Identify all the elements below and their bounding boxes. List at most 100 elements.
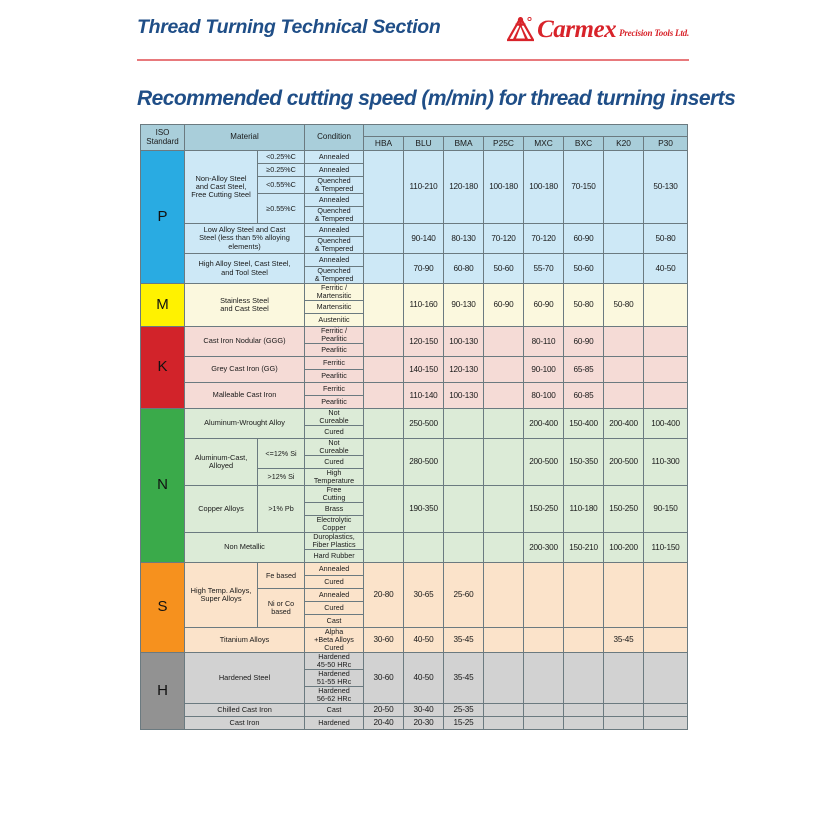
- material-name: Stainless Steel and Cast Steel: [183, 283, 306, 327]
- header-iso-standard: ISO Standard: [140, 124, 185, 151]
- speed-blu: 30-40: [403, 702, 445, 717]
- table-row: Hardened 51-55 HRc: [141, 668, 688, 687]
- header-grade-hba: HBA: [363, 136, 405, 151]
- speed-hba: [363, 382, 405, 409]
- speed-bxc: [563, 702, 605, 717]
- condition-value: Quenched & Tempered: [304, 176, 365, 194]
- condition-value: High Temperature: [304, 468, 365, 486]
- speed-k20: 100-200: [603, 532, 645, 563]
- speed-bma: [443, 408, 485, 439]
- speed-k20: [603, 702, 645, 717]
- speed-bxc: 70-150: [563, 150, 605, 224]
- condition-value: Hardened 56-62 HRc: [304, 685, 365, 704]
- speed-hba: [363, 283, 405, 327]
- condition-value: Annealed: [304, 150, 365, 164]
- table-row: Quenched & Tempered: [141, 266, 688, 284]
- condition-value: Annealed: [304, 562, 365, 576]
- speed-hba: 20-50: [363, 702, 405, 717]
- speed-bxc: 150-210: [563, 532, 605, 563]
- speed-hba: 20-40: [363, 715, 405, 730]
- table-row: <0.55%C Quenched & Tempered: [141, 176, 688, 194]
- table-row: N Aluminum-Wrought Alloy Not Cureable 250-50…: [140, 408, 689, 563]
- material-name: Titanium Alloys: [183, 627, 306, 653]
- speed-bma: 100-130: [443, 382, 485, 409]
- table-row: Grey Cast Iron (GG) Ferritic 140-150 120-13…: [141, 356, 689, 383]
- speed-bma: 15-25: [443, 715, 485, 730]
- speed-k20: 35-45: [603, 627, 645, 653]
- material-subtype: Fe based: [256, 562, 306, 589]
- speed-p30: 100-400: [643, 408, 689, 439]
- speed-blu: 40-50: [403, 651, 445, 704]
- speed-bxc: 110-180: [563, 485, 605, 533]
- speed-p30: [643, 283, 689, 327]
- material-name: Chilled Cast Iron: [183, 702, 306, 717]
- speed-bxc: [563, 651, 605, 704]
- speed-p25c: 50-60: [483, 253, 525, 284]
- table-row: Chilled Cast Iron Cast 20-50 30-40 25-35: [141, 702, 689, 717]
- material-name: Copper Alloys: [184, 485, 258, 533]
- speed-mxc: [523, 715, 565, 730]
- material-name: High Alloy Steel, Cast Steel, and Tool St…: [183, 253, 306, 284]
- speed-p25c: [483, 382, 525, 409]
- condition-value: Ferritic: [304, 382, 365, 396]
- speed-hba: 20-80: [363, 562, 405, 628]
- table-row: ≥0.55%C Annealed: [141, 193, 688, 224]
- speed-k20: 200-500: [603, 438, 645, 486]
- speed-k20: [603, 356, 645, 383]
- table-row: Low Alloy Steel and Cast Steel (less than…: [141, 223, 689, 254]
- speed-mxc: 150-250: [523, 485, 565, 533]
- table-row: High Alloy Steel, Cast Steel, and Tool St…: [141, 253, 689, 284]
- condition-value: Electrolytic Copper: [304, 515, 365, 533]
- material-name: Cast Iron Nodular (GGG): [183, 326, 306, 357]
- speed-bma: 80-130: [443, 223, 485, 254]
- condition-value: Cured: [304, 455, 365, 469]
- material-subtype: <0.25%C: [256, 150, 306, 164]
- speed-bxc: [563, 562, 605, 628]
- table-row: S High Temp. Alloys, Super Alloys Fe based A…: [140, 562, 689, 653]
- condition-value: Not Cureable: [304, 408, 365, 426]
- table-row: Malleable Cast Iron Ferritic 110-140 100-13…: [141, 382, 689, 409]
- speed-p30: 110-150: [643, 532, 689, 563]
- section-title: Recommended cutting speed (m/min) for th…: [137, 87, 736, 110]
- condition-value: Quenched & Tempered: [304, 236, 365, 254]
- table-row: Cured: [141, 425, 688, 439]
- condition-value: Cast: [304, 614, 365, 628]
- carmex-logo: Carmex Precision Tools Ltd.: [506, 15, 689, 42]
- speed-mxc: 200-500: [523, 438, 565, 486]
- speed-hba: [363, 223, 405, 254]
- speed-k20: 150-250: [603, 485, 645, 533]
- table-row: K Cast Iron Nodular (GGG) Ferritic / Pearli…: [140, 326, 689, 409]
- speed-mxc: [523, 562, 565, 628]
- page-header: Thread Turning Technical Section Carmex …: [137, 15, 689, 62]
- material-name: Non-Alloy Steel and Cast Steel, Free Cutti…: [184, 150, 258, 224]
- speed-blu: 90-140: [403, 223, 445, 254]
- speed-bxc: 50-60: [563, 253, 605, 284]
- page-title: Thread Turning Technical Section: [137, 16, 441, 38]
- speed-hba: [363, 150, 405, 224]
- material-name: Cast Iron: [183, 715, 306, 730]
- speed-hba: [363, 356, 405, 383]
- speed-mxc: 80-100: [523, 382, 565, 409]
- speed-blu: 30-65: [403, 562, 445, 628]
- material-name: Grey Cast Iron (GG): [183, 356, 306, 383]
- material-name: Malleable Cast Iron: [183, 382, 306, 409]
- speed-p25c: [483, 485, 525, 533]
- speed-p30: 90-150: [643, 485, 689, 533]
- speed-bma: 25-60: [443, 562, 485, 628]
- carmex-triangle-emblem-icon: [506, 15, 536, 42]
- speed-bxc: 60-90: [563, 223, 605, 254]
- speed-blu: 250-500: [403, 408, 445, 439]
- condition-value: Pearlitic: [304, 343, 365, 357]
- speed-bma: 60-80: [443, 253, 485, 284]
- speed-bxc: 60-90: [563, 326, 605, 357]
- material-name: Non Metallic: [183, 532, 306, 563]
- speed-bma: [443, 438, 485, 486]
- material-name: Aluminum-Cast, Alloyed: [184, 438, 258, 486]
- table-row: Hard Rubber: [141, 549, 688, 563]
- header-grade-mxc: MXC: [523, 136, 565, 151]
- speed-k20: 200-400: [603, 408, 645, 439]
- table-header-row: ISO Standard Material Condition: [140, 124, 689, 151]
- material-name: High Temp. Alloys, Super Alloys: [184, 562, 258, 628]
- speed-p30: 50-80: [643, 223, 689, 254]
- speed-k20: [603, 326, 645, 357]
